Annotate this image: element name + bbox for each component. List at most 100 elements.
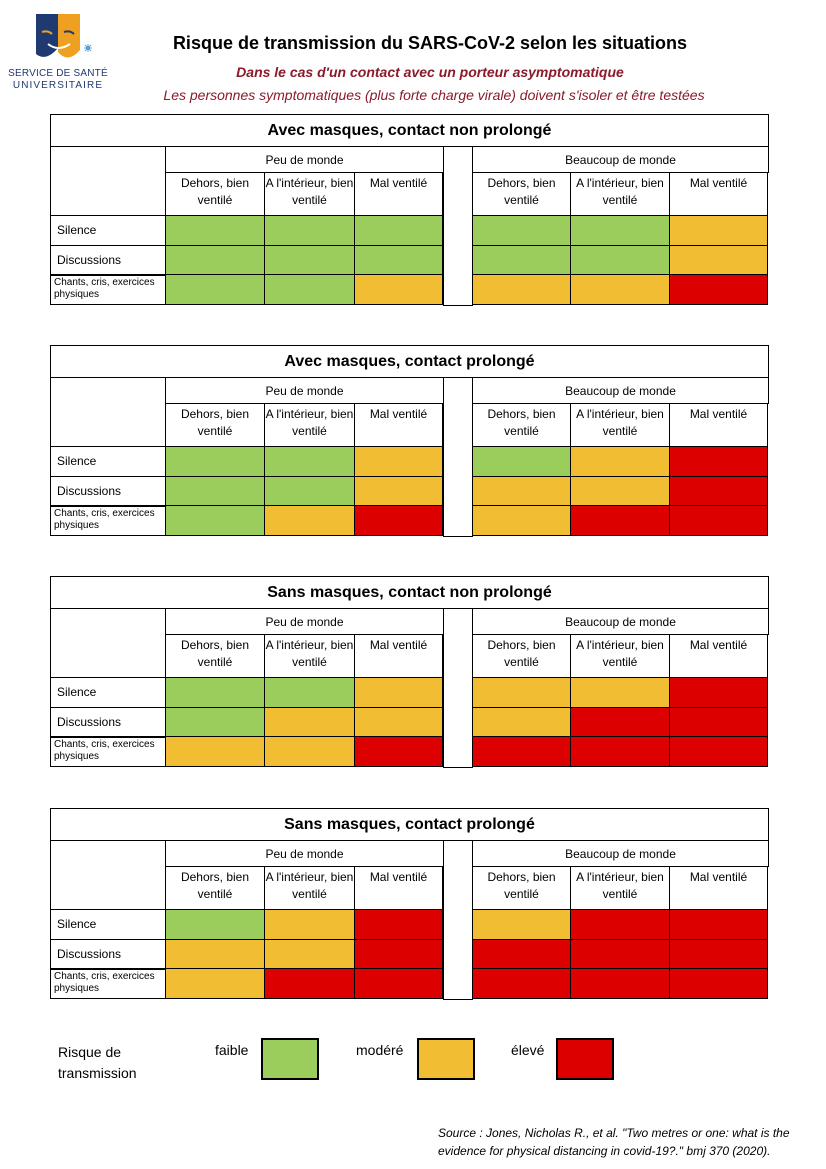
legend-label: Risque de transmission xyxy=(58,1042,137,1084)
risk-cell-eleve xyxy=(669,736,768,767)
risk-cell-eleve xyxy=(570,939,670,970)
column-header: A l'intérieur, bien ventilé xyxy=(264,403,355,447)
group-header: Beaucoup de monde xyxy=(472,146,769,173)
table-title: Avec masques, contact prolongé xyxy=(50,345,769,378)
risk-cell-modere xyxy=(354,274,443,305)
risk-cell-eleve xyxy=(354,939,443,970)
page-subtitle: Dans le cas d'un contact avec un porteur… xyxy=(236,64,624,80)
risk-cell-eleve xyxy=(669,446,768,477)
risk-cell-modere xyxy=(472,909,571,940)
spacer-column xyxy=(443,377,473,537)
legend-eleve-label: élevé xyxy=(511,1042,545,1058)
column-header: Dehors, bien ventilé xyxy=(472,634,571,678)
risk-cell-modere xyxy=(165,939,265,970)
risk-cell-faible xyxy=(570,245,670,276)
ssu-logo xyxy=(36,14,92,58)
risk-cell-faible xyxy=(354,245,443,276)
row-label: Chants, cris, exercices physiques xyxy=(50,736,166,767)
column-header: Dehors, bien ventilé xyxy=(472,172,571,216)
risk-cell-eleve xyxy=(570,707,670,738)
risk-cell-eleve xyxy=(264,968,355,999)
risk-cell-eleve xyxy=(669,939,768,970)
risk-cell-faible xyxy=(264,446,355,477)
column-header: Mal ventilé xyxy=(354,403,443,447)
group-header: Peu de monde xyxy=(165,146,444,173)
risk-cell-faible xyxy=(264,245,355,276)
risk-cell-eleve xyxy=(472,736,571,767)
risk-cell-eleve xyxy=(570,505,670,536)
risk-cell-modere xyxy=(354,677,443,708)
risk-cell-modere xyxy=(570,446,670,477)
risk-cell-modere xyxy=(354,707,443,738)
risk-cell-eleve xyxy=(669,476,768,507)
legend-eleve-swatch xyxy=(556,1038,614,1080)
row-label: Silence xyxy=(50,215,166,246)
risk-cell-eleve xyxy=(669,677,768,708)
legend-faible-label: faible xyxy=(215,1042,249,1058)
row-label: Silence xyxy=(50,909,166,940)
risk-cell-faible xyxy=(165,505,265,536)
risk-cell-modere xyxy=(264,909,355,940)
risk-cell-modere xyxy=(165,736,265,767)
logo-text-line1: SERVICE DE SANTÉ xyxy=(8,68,108,79)
risk-table: Sans masques, contact prolongé Peu de mon… xyxy=(50,808,769,1000)
risk-cell-modere xyxy=(354,476,443,507)
risk-cell-faible xyxy=(264,274,355,305)
column-header: Dehors, bien ventilé xyxy=(165,403,265,447)
group-header: Peu de monde xyxy=(165,377,444,404)
risk-cell-modere xyxy=(570,677,670,708)
risk-cell-modere xyxy=(472,505,571,536)
column-header: Mal ventilé xyxy=(669,866,768,910)
risk-cell-faible xyxy=(472,245,571,276)
risk-cell-eleve xyxy=(570,968,670,999)
column-header: Mal ventilé xyxy=(354,172,443,216)
row-label: Chants, cris, exercices physiques xyxy=(50,274,166,305)
risk-cell-faible xyxy=(264,476,355,507)
risk-cell-modere xyxy=(472,707,571,738)
risk-cell-modere xyxy=(165,968,265,999)
spacer-column xyxy=(443,146,473,306)
risk-cell-faible xyxy=(165,476,265,507)
risk-cell-eleve xyxy=(669,505,768,536)
risk-cell-faible xyxy=(165,446,265,477)
column-header: Mal ventilé xyxy=(354,634,443,678)
risk-cell-faible xyxy=(165,215,265,246)
risk-cell-faible xyxy=(472,215,571,246)
column-header: A l'intérieur, bien ventilé xyxy=(264,634,355,678)
spacer-column xyxy=(443,840,473,1000)
column-header: A l'intérieur, bien ventilé xyxy=(264,172,355,216)
column-header: Mal ventilé xyxy=(354,866,443,910)
column-header: A l'intérieur, bien ventilé xyxy=(570,172,670,216)
logo-text-line2: UNIVERSITAIRE xyxy=(12,80,104,91)
risk-cell-faible xyxy=(165,909,265,940)
row-label: Silence xyxy=(50,677,166,708)
column-header: A l'intérieur, bien ventilé xyxy=(264,866,355,910)
column-header: A l'intérieur, bien ventilé xyxy=(570,403,670,447)
page-title: Risque de transmission du SARS-CoV-2 sel… xyxy=(172,33,688,53)
risk-cell-faible xyxy=(264,677,355,708)
column-header: A l'intérieur, bien ventilé xyxy=(570,634,670,678)
legend-faible-swatch xyxy=(261,1038,319,1080)
risk-cell-eleve xyxy=(570,736,670,767)
row-label: Chants, cris, exercices physiques xyxy=(50,968,166,999)
row-label: Discussions xyxy=(50,707,166,738)
column-header: Mal ventilé xyxy=(669,403,768,447)
column-header: A l'intérieur, bien ventilé xyxy=(570,866,670,910)
column-header: Dehors, bien ventilé xyxy=(472,403,571,447)
legend-modere-swatch xyxy=(417,1038,475,1080)
page-note: Les personnes symptomatiques (plus forte… xyxy=(163,87,705,103)
risk-cell-modere xyxy=(472,476,571,507)
column-header: Dehors, bien ventilé xyxy=(165,634,265,678)
row-label: Silence xyxy=(50,446,166,477)
group-header: Beaucoup de monde xyxy=(472,608,769,635)
risk-cell-faible xyxy=(472,446,571,477)
risk-cell-faible xyxy=(165,707,265,738)
risk-cell-eleve xyxy=(472,939,571,970)
risk-cell-modere xyxy=(264,505,355,536)
risk-cell-eleve xyxy=(669,909,768,940)
risk-cell-eleve xyxy=(570,909,670,940)
column-header: Mal ventilé xyxy=(669,172,768,216)
risk-cell-faible xyxy=(570,215,670,246)
risk-cell-eleve xyxy=(669,968,768,999)
group-header: Beaucoup de monde xyxy=(472,840,769,867)
